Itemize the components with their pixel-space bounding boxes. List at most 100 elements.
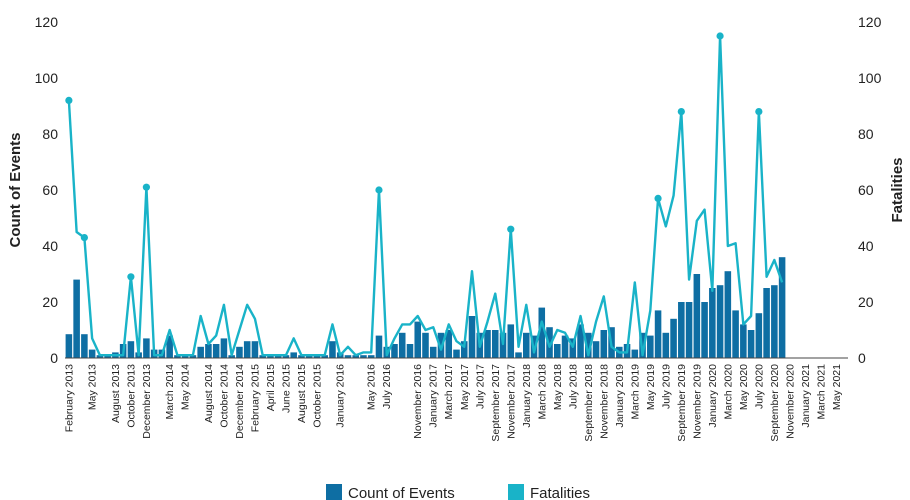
bar-events bbox=[538, 307, 546, 358]
point-fatalities bbox=[654, 194, 662, 202]
x-tick-label: December 2014 bbox=[234, 364, 246, 439]
y-right-tick-label: 20 bbox=[858, 294, 874, 310]
y-left-tick-label: 60 bbox=[42, 182, 58, 198]
bar-events bbox=[561, 335, 569, 358]
bar-events bbox=[414, 321, 422, 358]
y-right-tick-label: 80 bbox=[858, 126, 874, 142]
y-left-tick-label: 20 bbox=[42, 294, 58, 310]
bar-events bbox=[554, 344, 561, 358]
bar-events bbox=[468, 316, 476, 358]
y-right-tick-label: 40 bbox=[858, 238, 874, 254]
y-right-tick-label: 120 bbox=[858, 14, 882, 30]
bar-events bbox=[104, 355, 111, 358]
bar-events bbox=[360, 355, 367, 358]
x-tick-label: September 2017 bbox=[490, 364, 502, 442]
y-left-axis-title: Count of Events bbox=[7, 133, 24, 248]
bar-events bbox=[437, 332, 445, 358]
bar-events bbox=[197, 346, 204, 358]
bar-events bbox=[693, 274, 701, 358]
bar-events bbox=[662, 332, 670, 358]
x-tick-label: February 2015 bbox=[249, 364, 261, 432]
x-tick-label: November 2019 bbox=[691, 364, 703, 439]
x-tick-label: January 2017 bbox=[428, 364, 440, 428]
bar-events bbox=[724, 271, 732, 358]
x-tick-label: May 2020 bbox=[738, 364, 750, 410]
bar-events bbox=[522, 332, 530, 358]
bar-events bbox=[143, 338, 150, 358]
x-tick-label: May 2017 bbox=[459, 364, 471, 410]
bar-events bbox=[88, 349, 96, 358]
x-tick-label: November 2016 bbox=[412, 364, 424, 439]
bar-events bbox=[507, 324, 515, 358]
x-tick-label: March 2020 bbox=[722, 364, 734, 420]
point-fatalities bbox=[507, 225, 515, 233]
legend-label-fatalities: Fatalities bbox=[530, 485, 590, 500]
bar-events bbox=[491, 330, 499, 358]
y-left-tick-label: 100 bbox=[35, 70, 59, 86]
bar-events bbox=[398, 332, 406, 358]
x-tick-label: March 2019 bbox=[629, 364, 641, 420]
bar-events bbox=[127, 341, 135, 358]
bar-events bbox=[515, 352, 522, 358]
bar-events bbox=[305, 355, 313, 358]
y-left-tick-label: 80 bbox=[42, 126, 58, 142]
x-tick-label: August 2013 bbox=[110, 364, 122, 423]
y-right-tick-label: 60 bbox=[858, 182, 874, 198]
bar-events bbox=[499, 332, 507, 358]
bar-events bbox=[96, 355, 104, 358]
x-tick-label: July 2020 bbox=[753, 364, 765, 409]
x-tick-label: July 2016 bbox=[381, 364, 393, 409]
bar-events bbox=[647, 335, 654, 358]
y-left-axis: 0 20 40 60 80 100 120 bbox=[35, 14, 59, 366]
point-fatalities bbox=[80, 234, 88, 242]
bar-events bbox=[212, 344, 220, 358]
x-tick-label: May 2014 bbox=[180, 364, 192, 410]
y-left-tick-label: 40 bbox=[42, 238, 58, 254]
bar-events bbox=[600, 330, 608, 358]
x-tick-label: May 2019 bbox=[645, 364, 657, 410]
bar-events bbox=[344, 355, 352, 358]
x-tick-label: May 2013 bbox=[87, 364, 99, 410]
bar-events bbox=[282, 355, 290, 358]
point-fatalities bbox=[677, 108, 685, 116]
bar-events bbox=[189, 355, 197, 358]
x-tick-label: August 2014 bbox=[203, 364, 215, 423]
bar-events bbox=[460, 341, 468, 358]
x-tick-label: December 2013 bbox=[141, 364, 153, 439]
bar-events bbox=[267, 355, 274, 358]
x-tick-label: September 2018 bbox=[583, 364, 595, 442]
y-left-tick-label: 0 bbox=[50, 350, 58, 366]
x-tick-label: May 2021 bbox=[831, 364, 843, 410]
bar-events bbox=[592, 341, 600, 358]
bar-events bbox=[701, 302, 708, 358]
bar-events bbox=[484, 330, 491, 358]
bar-events bbox=[678, 302, 685, 358]
line-series bbox=[65, 32, 784, 357]
bar-events bbox=[174, 355, 181, 358]
bar-events bbox=[654, 310, 662, 358]
x-tick-label: April 2015 bbox=[265, 364, 277, 411]
y-right-axis-title: Fatalities bbox=[889, 157, 906, 222]
x-tick-label: November 2018 bbox=[598, 364, 610, 439]
x-tick-label: July 2017 bbox=[474, 364, 486, 409]
bar-events bbox=[716, 285, 724, 358]
bar-events bbox=[585, 332, 592, 358]
bar-events bbox=[546, 327, 553, 358]
legend-label-events: Count of Events bbox=[348, 485, 455, 500]
bar-events bbox=[274, 355, 282, 358]
bar-events bbox=[453, 349, 460, 358]
x-tick-label: November 2017 bbox=[505, 364, 517, 439]
point-fatalities bbox=[375, 186, 383, 194]
x-tick-label: January 2018 bbox=[521, 364, 533, 428]
point-fatalities bbox=[65, 96, 73, 104]
bar-events bbox=[290, 352, 297, 358]
bar-events bbox=[220, 338, 228, 358]
x-tick-label: July 2018 bbox=[567, 364, 579, 409]
bar-events bbox=[778, 257, 786, 358]
bar-events bbox=[422, 332, 429, 358]
bar-events bbox=[367, 355, 375, 358]
bar-events bbox=[670, 318, 677, 358]
x-tick-label: June 2015 bbox=[280, 364, 292, 413]
bar-events bbox=[763, 288, 770, 358]
bar-events bbox=[205, 344, 212, 358]
